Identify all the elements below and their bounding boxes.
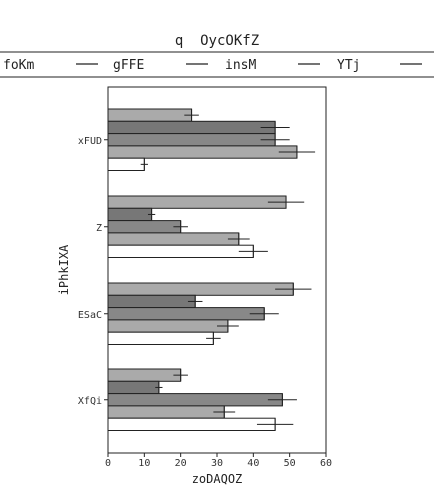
errorbar-ESaC-series-4 <box>275 283 312 296</box>
errorbar-xFUD-series-3 <box>260 121 290 134</box>
x-tick-label-20: 20 <box>175 458 187 469</box>
errorbar-Z-series-0 <box>238 245 268 258</box>
errorbar-ESaC-series-1 <box>217 320 239 333</box>
bar-XfQi-series-3 <box>107 380 160 395</box>
bar-XfQi-series-1 <box>107 405 225 419</box>
errorbar-Z-series-1 <box>227 233 250 246</box>
legend-item-gFFE: gFFE <box>113 58 208 73</box>
bar-Z-series-3 <box>107 207 153 222</box>
bar-Z-series-0 <box>107 244 254 258</box>
errorbar-xFUD-series-0 <box>140 158 148 171</box>
legend-label-foKm: foKm <box>3 58 34 73</box>
errorbar-XfQi-series-2 <box>267 393 297 406</box>
errorbar-XfQi-series-4 <box>173 369 188 382</box>
bar-XfQi-series-4 <box>107 368 182 382</box>
bar-ESaC-series-3 <box>107 294 196 309</box>
y-tick-label-xFUD: xFUD <box>78 136 102 147</box>
errorbar-xFUD-series-2 <box>260 133 290 146</box>
legend-label-insM: insM <box>225 58 256 73</box>
x-axis: 0 10 20 30 40 50 60 <box>105 453 332 469</box>
legend-item-insM: insM <box>225 58 320 73</box>
errorbar-XfQi-series-3 <box>155 381 163 394</box>
y-tick-label-XfQi: XfQi <box>78 396 102 407</box>
bar-Z-series-1 <box>107 232 240 246</box>
bar-xFUD-series-4 <box>107 108 193 122</box>
y-axis: xFUD Z ESaC XfQi <box>78 136 108 407</box>
legend-item-YTj: YTj <box>337 58 422 73</box>
bar-group-Z <box>107 195 287 258</box>
bar-group-XfQi <box>107 368 283 432</box>
bar-ESaC-series-1 <box>107 319 229 333</box>
bar-xFUD-series-0 <box>107 157 145 171</box>
bar-XfQi-series-0 <box>107 417 276 432</box>
errorbar-Z-series-4 <box>267 196 305 209</box>
y-tick-label-Z: Z <box>96 223 102 234</box>
bar-xFUD-series-3 <box>107 120 276 135</box>
y-tick-label-ESaC: ESaC <box>78 310 102 321</box>
errorbar-ESaC-series-2 <box>249 307 279 320</box>
legend-item-foKm: foKm <box>3 58 98 73</box>
bar-Z-series-4 <box>107 195 287 209</box>
x-tick-label-30: 30 <box>211 458 223 469</box>
errorbar-xFUD-series-4 <box>184 109 199 122</box>
errorbar-XfQi-series-0 <box>256 418 294 431</box>
y-axis-label: iPhkIXA <box>57 244 71 295</box>
legend-label-YTj: YTj <box>337 58 360 73</box>
legend: foKm gFFE insM YTj <box>0 51 434 78</box>
bar-ESaC-series-0 <box>107 331 214 346</box>
x-tick-label-40: 40 <box>247 458 259 469</box>
bar-xFUD-series-1 <box>107 145 298 159</box>
x-axis-label: zoDAQOZ <box>192 472 243 486</box>
plot-area <box>107 86 327 454</box>
x-tick-label-50: 50 <box>284 458 296 469</box>
bar-XfQi-series-2 <box>107 393 283 407</box>
x-tick-label-0: 0 <box>105 458 111 469</box>
bar-ESaC-series-4 <box>107 282 294 296</box>
errorbar-Z-series-3 <box>147 208 156 221</box>
errorbar-ESaC-series-3 <box>187 295 203 308</box>
bar-xFUD-series-2 <box>107 133 276 147</box>
x-tick-label-10: 10 <box>138 458 150 469</box>
errorbar-Z-series-2 <box>173 220 188 233</box>
errorbar-xFUD-series-1 <box>278 146 316 159</box>
x-tick-label-60: 60 <box>320 458 332 469</box>
bar-Z-series-2 <box>107 220 182 234</box>
legend-label-gFFE: gFFE <box>113 58 144 73</box>
errorbar-ESaC-series-0 <box>206 332 221 345</box>
bar-ESaC-series-2 <box>107 307 265 321</box>
errorbar-XfQi-series-1 <box>213 406 236 419</box>
chart-title: q OycOKfZ <box>175 33 259 49</box>
